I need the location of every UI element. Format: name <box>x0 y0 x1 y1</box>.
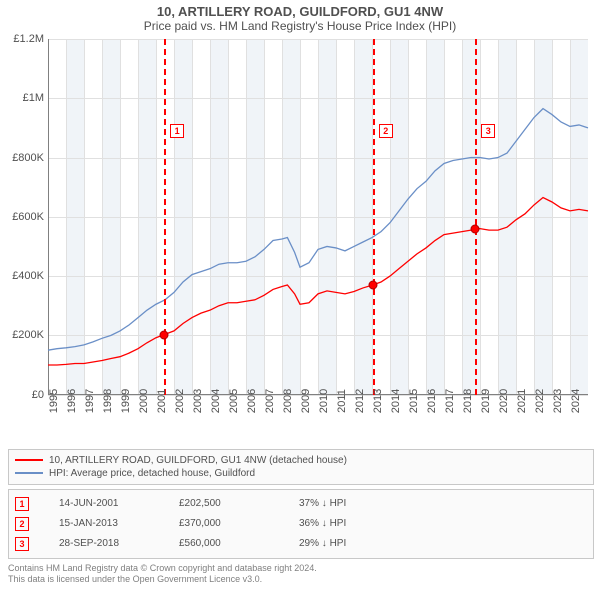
x-tick-label: 2002 <box>174 388 186 412</box>
x-tick-label: 2020 <box>498 388 510 412</box>
x-tick-label: 2009 <box>300 388 312 412</box>
x-tick-label: 1999 <box>120 388 132 412</box>
x-tick-label: 2017 <box>444 388 456 412</box>
event-marker-3: 3 <box>481 124 495 138</box>
legend: 10, ARTILLERY ROAD, GUILDFORD, GU1 4NW (… <box>8 449 594 485</box>
x-tick-label: 2024 <box>570 388 582 412</box>
sale-point-2 <box>368 280 377 289</box>
x-tick-label: 2022 <box>534 388 546 412</box>
event-marker-1: 1 <box>170 124 184 138</box>
event-price: £560,000 <box>179 538 269 549</box>
event-row-3: 3 28-SEP-2018 £560,000 29% ↓ HPI <box>15 534 587 554</box>
event-badge: 2 <box>15 517 29 531</box>
x-tick-label: 2010 <box>318 388 330 412</box>
series-svg <box>48 39 588 395</box>
y-tick-label: £400K <box>12 270 44 282</box>
x-tick-label: 1998 <box>102 388 114 412</box>
event-line-2 <box>373 39 375 395</box>
y-axis: £0£200K£400K£600K£800K£1M£1.2M <box>4 39 48 395</box>
y-tick-label: £200K <box>12 329 44 341</box>
x-tick-label: 1996 <box>66 388 78 412</box>
sale-point-1 <box>160 330 169 339</box>
x-tick-label: 2019 <box>480 388 492 412</box>
y-tick-label: £0 <box>32 389 44 401</box>
x-tick-label: 2005 <box>228 388 240 412</box>
x-tick-label: 2023 <box>552 388 564 412</box>
chart-title: 10, ARTILLERY ROAD, GUILDFORD, GU1 4NW <box>0 4 600 19</box>
x-tick-label: 2003 <box>192 388 204 412</box>
x-tick-label: 2021 <box>516 388 528 412</box>
x-tick-label: 2012 <box>354 388 366 412</box>
event-badge: 1 <box>15 497 29 511</box>
event-line-1 <box>164 39 166 395</box>
event-date: 28-SEP-2018 <box>59 538 149 549</box>
event-line-3 <box>475 39 477 395</box>
legend-label: 10, ARTILLERY ROAD, GUILDFORD, GU1 4NW (… <box>49 455 347 466</box>
x-tick-label: 2007 <box>264 388 276 412</box>
event-row-1: 1 14-JUN-2001 £202,500 37% ↓ HPI <box>15 494 587 514</box>
x-tick-label: 2006 <box>246 388 258 412</box>
y-tick-label: £600K <box>12 211 44 223</box>
y-tick-label: £1M <box>23 92 44 104</box>
x-tick-label: 2018 <box>462 388 474 412</box>
chart-area: £0£200K£400K£600K£800K£1M£1.2M 123 19951… <box>4 39 592 445</box>
series-hpi <box>48 109 588 351</box>
event-marker-2: 2 <box>379 124 393 138</box>
x-tick-label: 2000 <box>138 388 150 412</box>
legend-swatch <box>15 472 43 474</box>
event-date: 15-JAN-2013 <box>59 518 149 529</box>
plot-area: 1 2 3 <box>48 39 588 395</box>
chart-subtitle: Price paid vs. HM Land Registry's House … <box>0 19 600 33</box>
y-tick-label: £1.2M <box>13 33 44 45</box>
legend-row-property: 10, ARTILLERY ROAD, GUILDFORD, GU1 4NW (… <box>15 454 587 467</box>
event-badge: 3 <box>15 537 29 551</box>
x-tick-label: 2016 <box>426 388 438 412</box>
x-tick-label: 2008 <box>282 388 294 412</box>
footer: Contains HM Land Registry data © Crown c… <box>8 563 592 586</box>
event-delta: 36% ↓ HPI <box>299 518 389 529</box>
y-tick-label: £800K <box>12 152 44 164</box>
legend-label: HPI: Average price, detached house, Guil… <box>49 468 255 479</box>
legend-row-hpi: HPI: Average price, detached house, Guil… <box>15 467 587 480</box>
x-tick-label: 2014 <box>390 388 402 412</box>
x-tick-label: 1995 <box>48 388 60 412</box>
event-price: £370,000 <box>179 518 269 529</box>
footer-line1: Contains HM Land Registry data © Crown c… <box>8 563 592 575</box>
x-tick-label: 2013 <box>372 388 384 412</box>
x-tick-label: 2001 <box>156 388 168 412</box>
event-row-2: 2 15-JAN-2013 £370,000 36% ↓ HPI <box>15 514 587 534</box>
x-tick-label: 2004 <box>210 388 222 412</box>
event-date: 14-JUN-2001 <box>59 498 149 509</box>
sale-point-3 <box>471 224 480 233</box>
legend-swatch <box>15 459 43 461</box>
events-table: 1 14-JUN-2001 £202,500 37% ↓ HPI 2 15-JAN-201… <box>8 489 594 559</box>
x-axis: 1995199619971998199920002001200220032004… <box>48 395 588 445</box>
event-delta: 37% ↓ HPI <box>299 498 389 509</box>
x-tick-label: 2015 <box>408 388 420 412</box>
x-tick-label: 2011 <box>336 389 348 413</box>
event-delta: 29% ↓ HPI <box>299 538 389 549</box>
series-property <box>48 198 588 365</box>
footer-line2: This data is licensed under the Open Gov… <box>8 574 592 586</box>
event-price: £202,500 <box>179 498 269 509</box>
x-tick-label: 1997 <box>84 388 96 412</box>
